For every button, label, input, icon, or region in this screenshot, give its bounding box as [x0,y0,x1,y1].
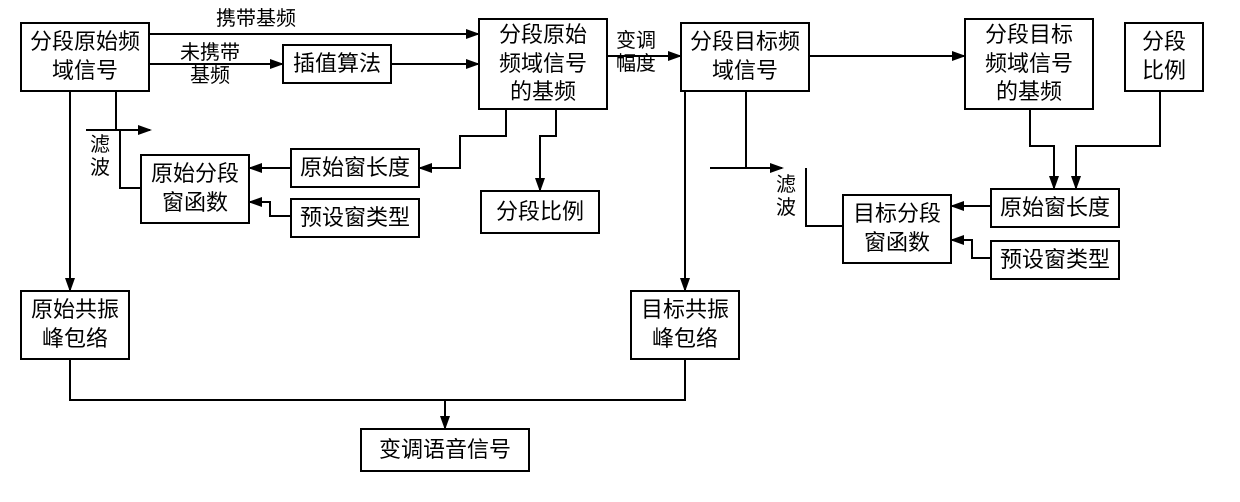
edge-6 [540,110,556,190]
node-seg-orig-freq: 分段原始频域信号 [20,22,150,92]
node-preset-win-type-r: 预设窗类型 [990,240,1120,280]
node-interp: 插值算法 [282,44,392,84]
node-orig-win-len: 原始窗长度 [290,148,420,188]
node-seg-ratio-l: 分段比例 [480,190,600,234]
node-orig-win-len-r: 原始窗长度 [990,188,1120,228]
node-seg-ratio-r: 分段比例 [1124,22,1204,92]
edge-15 [806,168,842,226]
node-seg-target-freq: 分段目标频域信号 [680,22,810,92]
node-preset-win-type-l: 预设窗类型 [290,198,420,238]
edge-8 [250,202,290,216]
edge-17 [952,240,990,258]
edge-5 [420,110,506,168]
edge-9 [120,130,140,188]
node-orig-seg-win: 原始分段窗函数 [140,154,250,224]
edge-label-carry-f0: 携带基频 [216,8,296,31]
edge-12 [70,360,445,428]
edge-label-filter-r: 滤波 [776,174,796,220]
node-seg-target-f0: 分段目标频域信号的基频 [964,18,1094,110]
edge-label-no-carry-f0: 未携带基频 [180,42,240,88]
node-seg-orig-f0: 分段原始频域信号的基频 [478,18,608,110]
node-target-seg-win: 目标分段窗函数 [842,194,952,264]
edge-label-filter-l: 滤波 [90,134,110,180]
edge-18 [1030,110,1054,188]
node-pitched-signal: 变调语音信号 [360,428,530,472]
edge-13 [445,360,685,400]
edge-label-mod-amp: 变调幅度 [616,30,656,76]
node-orig-formant: 原始共振峰包络 [20,290,130,360]
node-target-formant: 目标共振峰包络 [630,290,740,360]
